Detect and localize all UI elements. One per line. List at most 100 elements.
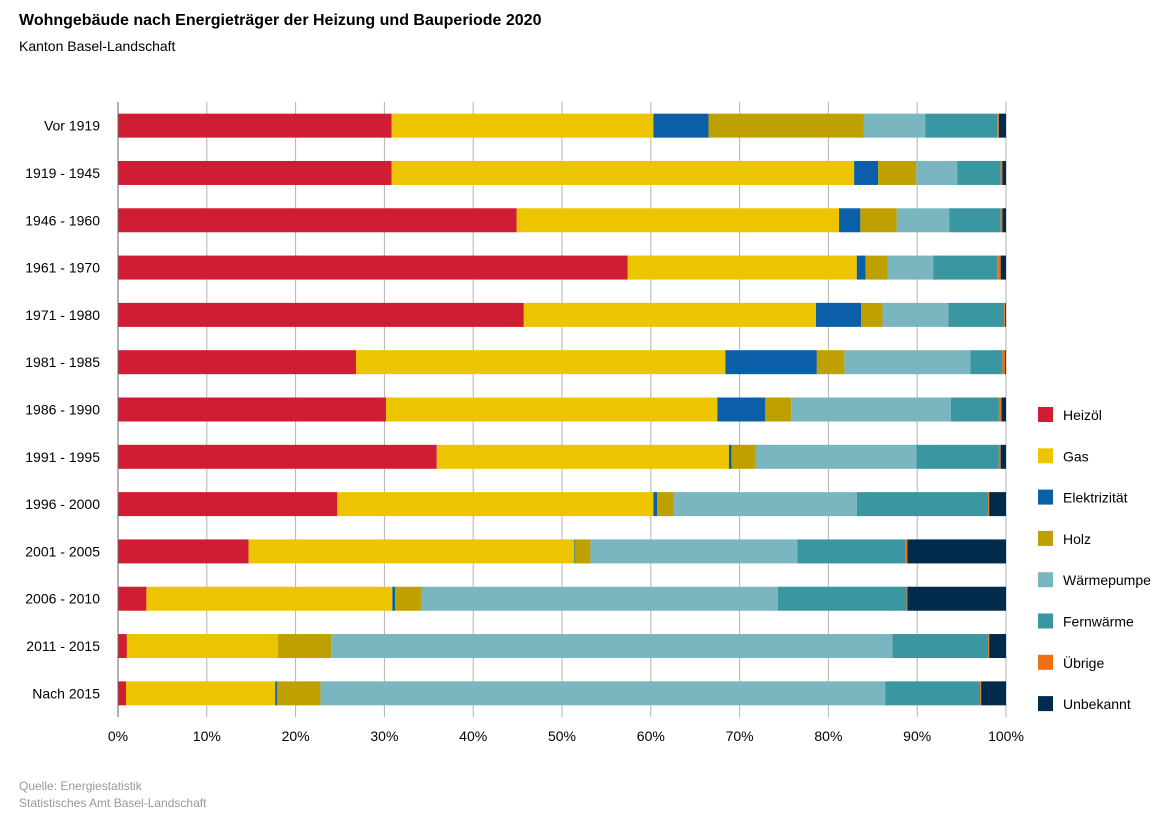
bar-segment	[933, 255, 998, 280]
bar-segment	[708, 113, 864, 138]
legend-swatch	[1038, 613, 1053, 629]
category-label: 1996 - 2000	[25, 496, 100, 512]
legend-label: Gas	[1063, 448, 1089, 464]
bar-group	[118, 302, 1006, 327]
bar-segment	[980, 681, 982, 706]
bar-segment	[997, 255, 1001, 280]
bar-segment	[907, 539, 1006, 564]
bar-segment	[118, 255, 628, 280]
bar-segment	[731, 444, 756, 469]
bar-segment	[988, 634, 990, 659]
bar-segment	[988, 492, 990, 517]
category-label: 1981 - 1985	[25, 354, 100, 370]
bars	[118, 113, 1006, 706]
category-label: 1946 - 1960	[25, 212, 100, 228]
bar-segment	[118, 586, 147, 611]
bar-segment	[854, 160, 879, 185]
bar-segment	[998, 397, 1002, 422]
bar-segment	[575, 539, 591, 564]
bar-segment	[892, 634, 989, 659]
bar-segment	[516, 208, 840, 233]
bar-segment	[861, 302, 883, 327]
bar-segment	[118, 492, 338, 517]
bar-segment	[118, 208, 517, 233]
bar-segment	[395, 586, 422, 611]
x-tick-label: 90%	[903, 728, 931, 744]
bar-segment	[777, 586, 907, 611]
bar-segment	[391, 160, 855, 185]
bar-group	[118, 255, 1006, 280]
bar-segment	[118, 160, 392, 185]
bar-segment	[717, 397, 766, 422]
bar-segment	[815, 302, 862, 327]
bar-segment	[950, 397, 999, 422]
bar-segment	[905, 539, 908, 564]
bar-segment	[118, 634, 127, 659]
x-tick-label: 50%	[548, 728, 576, 744]
x-tick-label: 40%	[459, 728, 487, 744]
x-tick-label: 30%	[370, 728, 398, 744]
bar-segment	[1002, 350, 1006, 375]
x-tick-label: 100%	[988, 728, 1024, 744]
bar-segment	[574, 539, 576, 564]
bar-segment	[998, 444, 1001, 469]
legend-label: Heizöl	[1063, 407, 1102, 423]
bar-segment	[765, 397, 792, 422]
legend-swatch	[1038, 654, 1053, 670]
bar-segment	[1005, 302, 1006, 327]
bar-segment	[949, 208, 1001, 233]
bar-segment	[860, 208, 897, 233]
bar-segment	[981, 681, 1006, 706]
x-tick-label: 70%	[726, 728, 754, 744]
bar-segment	[126, 634, 278, 659]
legend: Heizöl Gas Elektrizität Holz Wärmepumpe Fernw…	[1038, 407, 1151, 712]
bar-segment	[146, 586, 393, 611]
bar-segment	[896, 208, 950, 233]
bar-segment	[653, 492, 658, 517]
bar-segment	[1002, 208, 1006, 233]
bar-segment	[998, 113, 1006, 138]
bar-segment	[118, 302, 524, 327]
legend-label: Wärmepumpe	[1063, 572, 1151, 588]
bar-segment	[276, 681, 321, 706]
x-tick-label: 20%	[282, 728, 310, 744]
bar-segment	[863, 113, 926, 138]
bar-group	[118, 113, 1006, 138]
bar-segment	[391, 113, 654, 138]
bar-segment	[865, 255, 888, 280]
bar-group	[118, 634, 1006, 659]
bar-segment	[118, 350, 356, 375]
bar-segment	[1000, 160, 1003, 185]
bar-segment	[627, 255, 857, 280]
bar-group	[118, 444, 1006, 469]
bar-segment	[125, 681, 276, 706]
bar-segment	[878, 160, 917, 185]
category-label: Vor 1919	[44, 118, 100, 134]
chart-title: Wohngebäude nach Energieträger der Heizu…	[19, 12, 542, 29]
bar-segment	[118, 113, 392, 138]
bar-segment	[844, 350, 971, 375]
bar-segment	[653, 113, 709, 138]
bar-segment	[948, 302, 1005, 327]
x-tick-label: 80%	[814, 728, 842, 744]
bar-segment	[392, 586, 396, 611]
category-label: 2011 - 2015	[26, 638, 100, 654]
bar-segment	[989, 634, 1006, 659]
bar-segment	[1000, 444, 1006, 469]
bar-segment	[997, 113, 999, 138]
legend-label: Unbekannt	[1063, 696, 1131, 712]
legend-label: Holz	[1063, 531, 1091, 547]
category-label: 1919 - 1945	[25, 165, 100, 181]
bar-segment	[755, 444, 917, 469]
source-line-2: Statistisches Amt Basel-Landschaft	[19, 796, 207, 810]
bar-group	[118, 586, 1006, 611]
bar-group	[118, 492, 1006, 517]
bar-segment	[882, 302, 949, 327]
x-tick-label: 60%	[637, 728, 665, 744]
bar-segment	[1001, 397, 1006, 422]
legend-label: Fernwärme	[1063, 614, 1134, 630]
legend-label: Übrige	[1063, 654, 1104, 671]
bar-segment	[1000, 255, 1006, 280]
bar-segment	[916, 160, 958, 185]
bar-segment	[1000, 208, 1003, 233]
